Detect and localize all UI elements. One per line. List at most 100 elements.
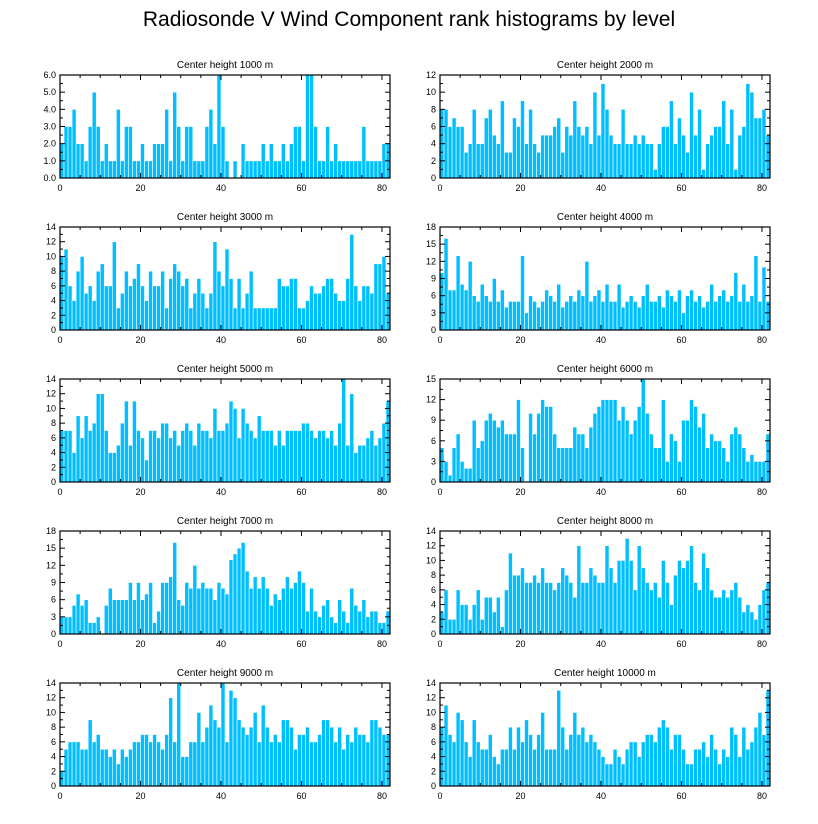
histogram-bar [556,582,562,635]
histogram-bar [91,622,97,635]
x-tick-label: 40 [216,183,226,193]
histogram-bar [532,143,537,179]
histogram-bar [281,285,286,331]
histogram-bar [293,278,298,331]
y-tick-label: 6 [431,122,436,132]
y-tick-label: 15 [46,543,56,553]
histogram-bar [144,459,149,483]
histogram-bar [252,160,258,179]
histogram-bar [325,278,330,331]
histogram-bar [172,430,178,483]
histogram-bar [252,712,258,787]
histogram-bar [741,126,747,179]
histogram-bar [640,378,646,483]
histogram-bar [705,447,710,483]
y-tick-label: 2.0 [43,139,56,149]
histogram-bar [240,143,246,179]
histogram-bar [612,301,618,331]
histogram-bar [144,160,149,179]
histogram-bar [620,763,626,787]
x-tick-label: 20 [515,183,525,193]
histogram-bar [496,596,501,635]
y-tick-label: 14 [46,222,56,232]
histogram-bar [697,589,702,635]
histogram-bar [524,312,529,331]
histogram-bar [67,741,73,787]
histogram-bar [467,618,473,635]
histogram-bar [725,301,731,331]
histogram-bar [240,307,246,331]
y-tick-label: 12 [426,70,436,80]
histogram-bar [479,143,485,179]
histogram-bar [224,741,230,787]
histogram-bar [208,704,214,787]
histogram-bar [496,143,501,179]
histogram-bar [337,422,343,483]
histogram-bar [208,292,214,331]
histogram-bar [329,726,334,787]
histogram-bar [277,160,282,179]
histogram-bar [524,143,529,179]
histogram-bar [180,160,186,179]
histogram-bar [281,719,286,787]
histogram-bar [148,741,153,787]
histogram-bar [116,444,121,483]
histogram-bar [616,560,622,635]
histogram-bar [701,169,706,179]
histogram-bar [701,306,706,331]
histogram-bar [580,134,586,179]
x-tick-label: 0 [437,487,442,497]
histogram-bar [492,419,497,483]
y-tick-label: 2 [51,462,56,472]
x-tick-label: 60 [296,639,306,649]
histogram-bar [737,134,743,179]
histogram-bar [584,741,590,787]
y-tick-label: 15 [426,374,436,384]
histogram-bar [661,126,666,179]
histogram-bar [79,143,85,179]
histogram-bar [487,413,493,483]
histogram-bar [204,307,210,331]
panel-title: Center height 9000 m [177,668,273,679]
panel-title: Center height 10000 m [554,668,656,679]
histogram-bar [164,734,169,787]
histogram-bar [592,413,598,483]
histogram-bar [765,134,771,179]
y-tick-label: 14 [46,374,56,384]
histogram-bar [588,301,594,331]
histogram-bar [220,285,226,331]
histogram-bar [552,589,558,635]
x-tick-label: 20 [515,335,525,345]
histogram-bar [576,433,582,483]
histogram-bar [648,589,654,635]
histogram-bar [701,741,706,787]
histogram-bar [661,560,666,635]
histogram-panel: Center height 9000 m 0 20 40 60 80 0 2 4 6 8 10 12 14 [46,668,391,801]
histogram-bar [528,295,533,331]
histogram-bar [757,712,763,787]
histogram-bar [297,307,302,331]
histogram-bar [140,599,145,635]
histogram-bar [753,117,759,179]
histogram-bar [648,734,654,787]
histogram-bar [516,399,521,483]
histogram-bar [709,433,714,483]
y-tick-label: 12 [426,395,436,405]
histogram-bar [244,160,250,179]
histogram-bar [107,587,113,635]
histogram-bar [192,160,198,179]
histogram-bar [685,560,690,635]
histogram-bar [341,610,347,635]
histogram-bar [228,400,234,483]
histogram-bar [648,301,654,331]
histogram-bar [540,301,545,331]
histogram-bar [196,712,202,787]
histogram-bar [168,576,173,635]
histogram-bar [717,440,723,483]
histogram-bar [693,582,698,635]
y-tick-label: 12 [426,541,436,551]
histogram-bar [693,406,698,483]
histogram-bar [713,748,718,787]
histogram-bar [568,447,574,483]
histogram-bar [200,160,206,179]
